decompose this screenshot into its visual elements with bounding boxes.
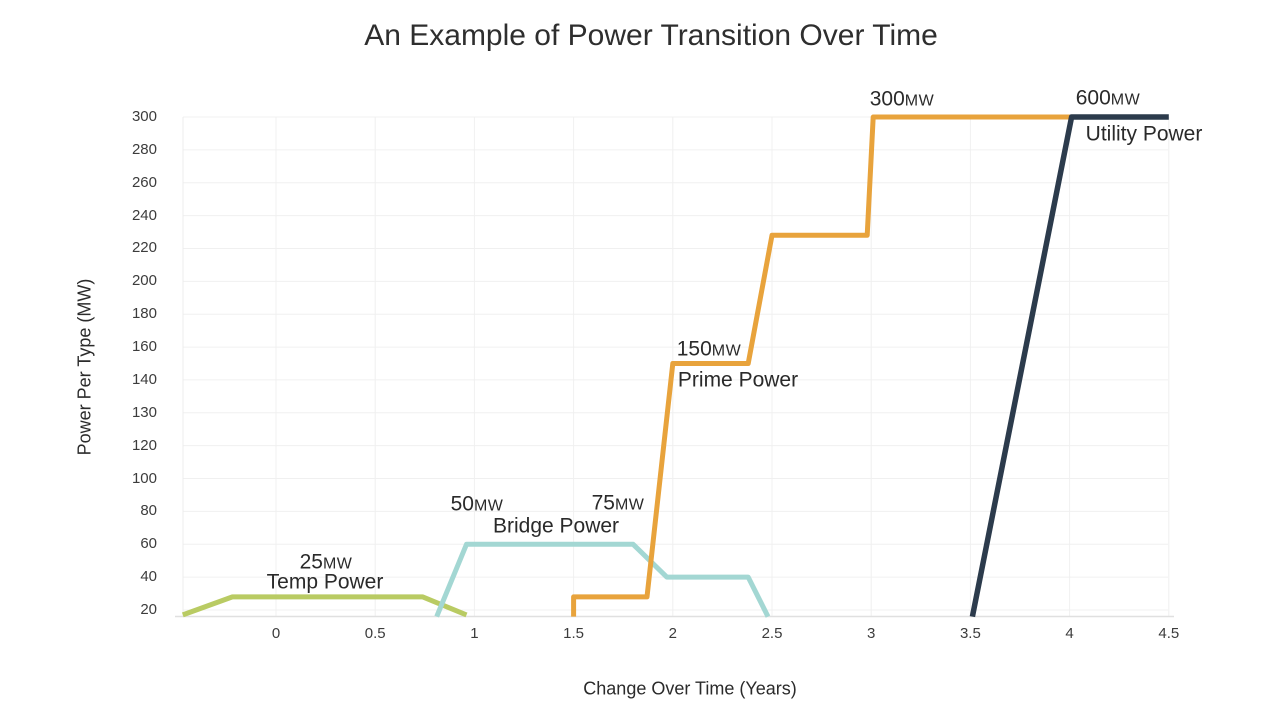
annotation-value-label: 25MW [299,550,353,574]
y-tick-label: 140 [131,370,157,388]
x-tick-label: 2.5 [761,625,783,642]
annotation-series-label: Utility Power [1085,122,1203,146]
x-axis-title: Change Over Time (Years) [583,678,797,699]
annotation-value-label: 150MW [676,337,742,361]
x-tick-label: 0.5 [364,625,386,642]
x-tick-label: 0 [271,625,281,642]
chart-title: An Example of Power Transition Over Time [364,19,938,52]
annotation-value-label: 75MW [591,491,645,515]
y-tick-label: 240 [131,206,157,224]
x-tick-label: 1 [470,625,479,642]
y-tick-label: 160 [131,338,157,356]
series-line-utility-power [969,114,1169,618]
series-line-temp-power [181,594,468,618]
x-tick-label: 3.5 [959,625,981,642]
y-tick-label: 260 [131,173,157,191]
annotation-series-label: Temp Power [266,570,384,594]
x-tick-label: 1.5 [563,625,585,642]
annotation-series-label: Bridge Power [492,514,620,538]
y-tick-label: 220 [131,239,157,257]
annotation-series-label: Prime Power [677,368,799,392]
x-tick-label: 3 [867,625,876,642]
annotation-value-label: 50MW [450,492,504,516]
x-tick-label: 2 [668,625,677,642]
y-tick-label: 80 [140,502,157,520]
y-tick-label: 40 [140,568,157,586]
y-tick-label: 120 [131,436,157,454]
y-tick-label: 130 [131,403,157,421]
annotation-value-label: 600MW [1075,86,1141,110]
y-tick-label: 280 [131,140,157,158]
series-line-bridge-power [434,541,771,618]
x-tick-label: 4 [1065,625,1074,642]
series-line-prime-power [571,114,1072,617]
y-tick-label: 200 [131,272,157,290]
y-tick-label: 20 [140,601,157,618]
y-tick-label: 100 [131,469,157,487]
x-tick-label: 4.5 [1158,625,1180,642]
annotation-value-label: 300MW [869,87,935,111]
y-tick-label: 180 [131,305,157,323]
y-tick-label: 300 [131,108,157,125]
y-tick-label: 60 [140,535,157,553]
